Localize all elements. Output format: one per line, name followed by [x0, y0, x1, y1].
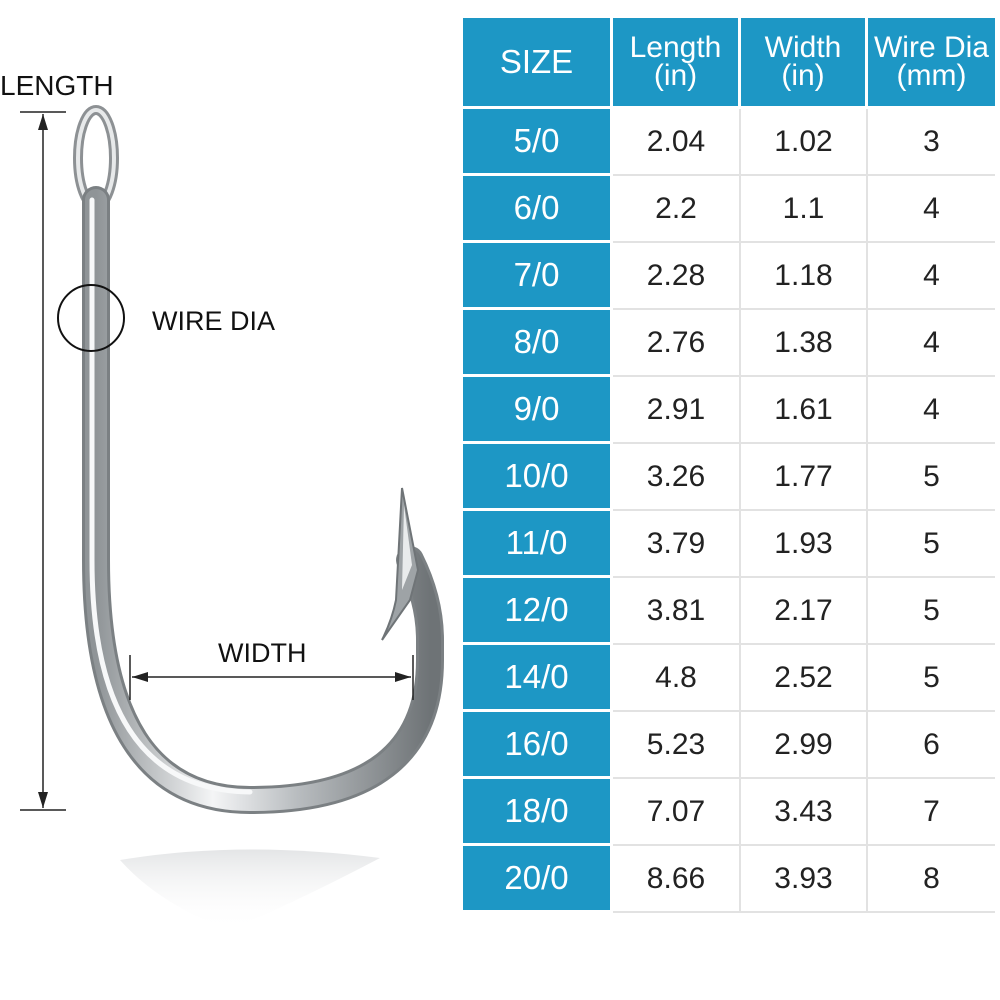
width-cell: 1.1 [741, 176, 868, 243]
length-cell: 3.79 [613, 511, 741, 578]
length-cell: 8.66 [613, 846, 741, 913]
table-row: 7/0 2.28 1.18 4 [463, 243, 995, 310]
width-label: WIDTH [218, 638, 307, 668]
header-width-line2: (in) [781, 59, 825, 92]
table-row: 14/0 4.8 2.52 5 [463, 645, 995, 712]
width-cell: 3.93 [741, 846, 868, 913]
wire-dia-circle [57, 284, 125, 352]
width-cell: 3.43 [741, 779, 868, 846]
length-cell: 2.76 [613, 310, 741, 377]
width-cell: 2.52 [741, 645, 868, 712]
width-cell: 1.77 [741, 444, 868, 511]
table-row: 20/0 8.66 3.93 8 [463, 846, 995, 913]
width-cell: 1.02 [741, 109, 868, 176]
length-cell: 2.2 [613, 176, 741, 243]
size-cell: 18/0 [463, 779, 613, 846]
wire-dia-cell: 4 [868, 243, 995, 310]
header-width-line1: Width [764, 30, 842, 64]
width-cell: 2.99 [741, 712, 868, 779]
wire-dia-cell: 6 [868, 712, 995, 779]
table-row: 10/0 3.26 1.77 5 [463, 444, 995, 511]
wire-dia-cell: 5 [868, 511, 995, 578]
hook-reflection [120, 849, 380, 930]
wire-dia-cell: 8 [868, 846, 995, 913]
length-cell: 3.26 [613, 444, 741, 511]
header-wire-dia: Wire Dia (mm) [868, 18, 995, 109]
size-cell: 11/0 [463, 511, 613, 578]
size-cell: 16/0 [463, 712, 613, 779]
width-cell: 1.18 [741, 243, 868, 310]
header-length-line1: Length [629, 30, 722, 64]
hook-illustration [20, 105, 444, 930]
width-dimension [129, 655, 414, 700]
length-cell: 5.23 [613, 712, 741, 779]
length-cell: 2.91 [613, 377, 741, 444]
length-cell: 3.81 [613, 578, 741, 645]
table-row: 6/0 2.2 1.1 4 [463, 176, 995, 243]
length-dimension [20, 111, 66, 811]
header-wire-dia-line2: (mm) [896, 59, 967, 92]
size-table: SIZE Length (in) Width (in) Wire Dia (mm… [463, 18, 995, 913]
size-cell: 10/0 [463, 444, 613, 511]
size-cell: 14/0 [463, 645, 613, 712]
width-cell: 1.38 [741, 310, 868, 377]
length-cell: 2.04 [613, 109, 741, 176]
width-cell: 1.61 [741, 377, 868, 444]
hook-diagram: LENGTH WIRE DIA WIDTH [0, 0, 460, 1000]
width-cell: 2.17 [741, 578, 868, 645]
table-row: 12/0 3.81 2.17 5 [463, 578, 995, 645]
size-cell: 7/0 [463, 243, 613, 310]
table-row: 8/0 2.76 1.38 4 [463, 310, 995, 377]
header-wire-dia-line1: Wire Dia [873, 30, 989, 64]
header-size-text: SIZE [499, 43, 574, 81]
wire-dia-cell: 4 [868, 176, 995, 243]
length-cell: 4.8 [613, 645, 741, 712]
size-cell: 5/0 [463, 109, 613, 176]
size-cell: 12/0 [463, 578, 613, 645]
size-cell: 20/0 [463, 846, 613, 913]
header-width: Width (in) [741, 18, 868, 109]
length-label: LENGTH [0, 70, 114, 101]
table-row: 5/0 2.04 1.02 3 [463, 109, 995, 176]
wire-dia-cell: 7 [868, 779, 995, 846]
table-row: 11/0 3.79 1.93 5 [463, 511, 995, 578]
hook-body [73, 105, 444, 815]
size-cell: 9/0 [463, 377, 613, 444]
table-row: 9/0 2.91 1.61 4 [463, 377, 995, 444]
header-length: Length (in) [613, 18, 741, 109]
table-row: 18/0 7.07 3.43 7 [463, 779, 995, 846]
wire-dia-cell: 5 [868, 578, 995, 645]
table-row: 16/0 5.23 2.99 6 [463, 712, 995, 779]
wire-dia-cell: 5 [868, 645, 995, 712]
wire-dia-cell: 3 [868, 109, 995, 176]
size-chart: SIZE Length (in) Width (in) Wire Dia (mm… [463, 18, 995, 917]
wire-dia-cell: 5 [868, 444, 995, 511]
width-cell: 1.93 [741, 511, 868, 578]
wire-dia-cell: 4 [868, 377, 995, 444]
wire-dia-label: WIRE DIA [152, 306, 276, 336]
header-size: SIZE [463, 18, 613, 109]
length-cell: 2.28 [613, 243, 741, 310]
table-header-row: SIZE Length (in) Width (in) Wire Dia (mm… [463, 18, 995, 109]
size-cell: 6/0 [463, 176, 613, 243]
wire-dia-cell: 4 [868, 310, 995, 377]
length-cell: 7.07 [613, 779, 741, 846]
header-length-line2: (in) [653, 59, 698, 92]
size-cell: 8/0 [463, 310, 613, 377]
